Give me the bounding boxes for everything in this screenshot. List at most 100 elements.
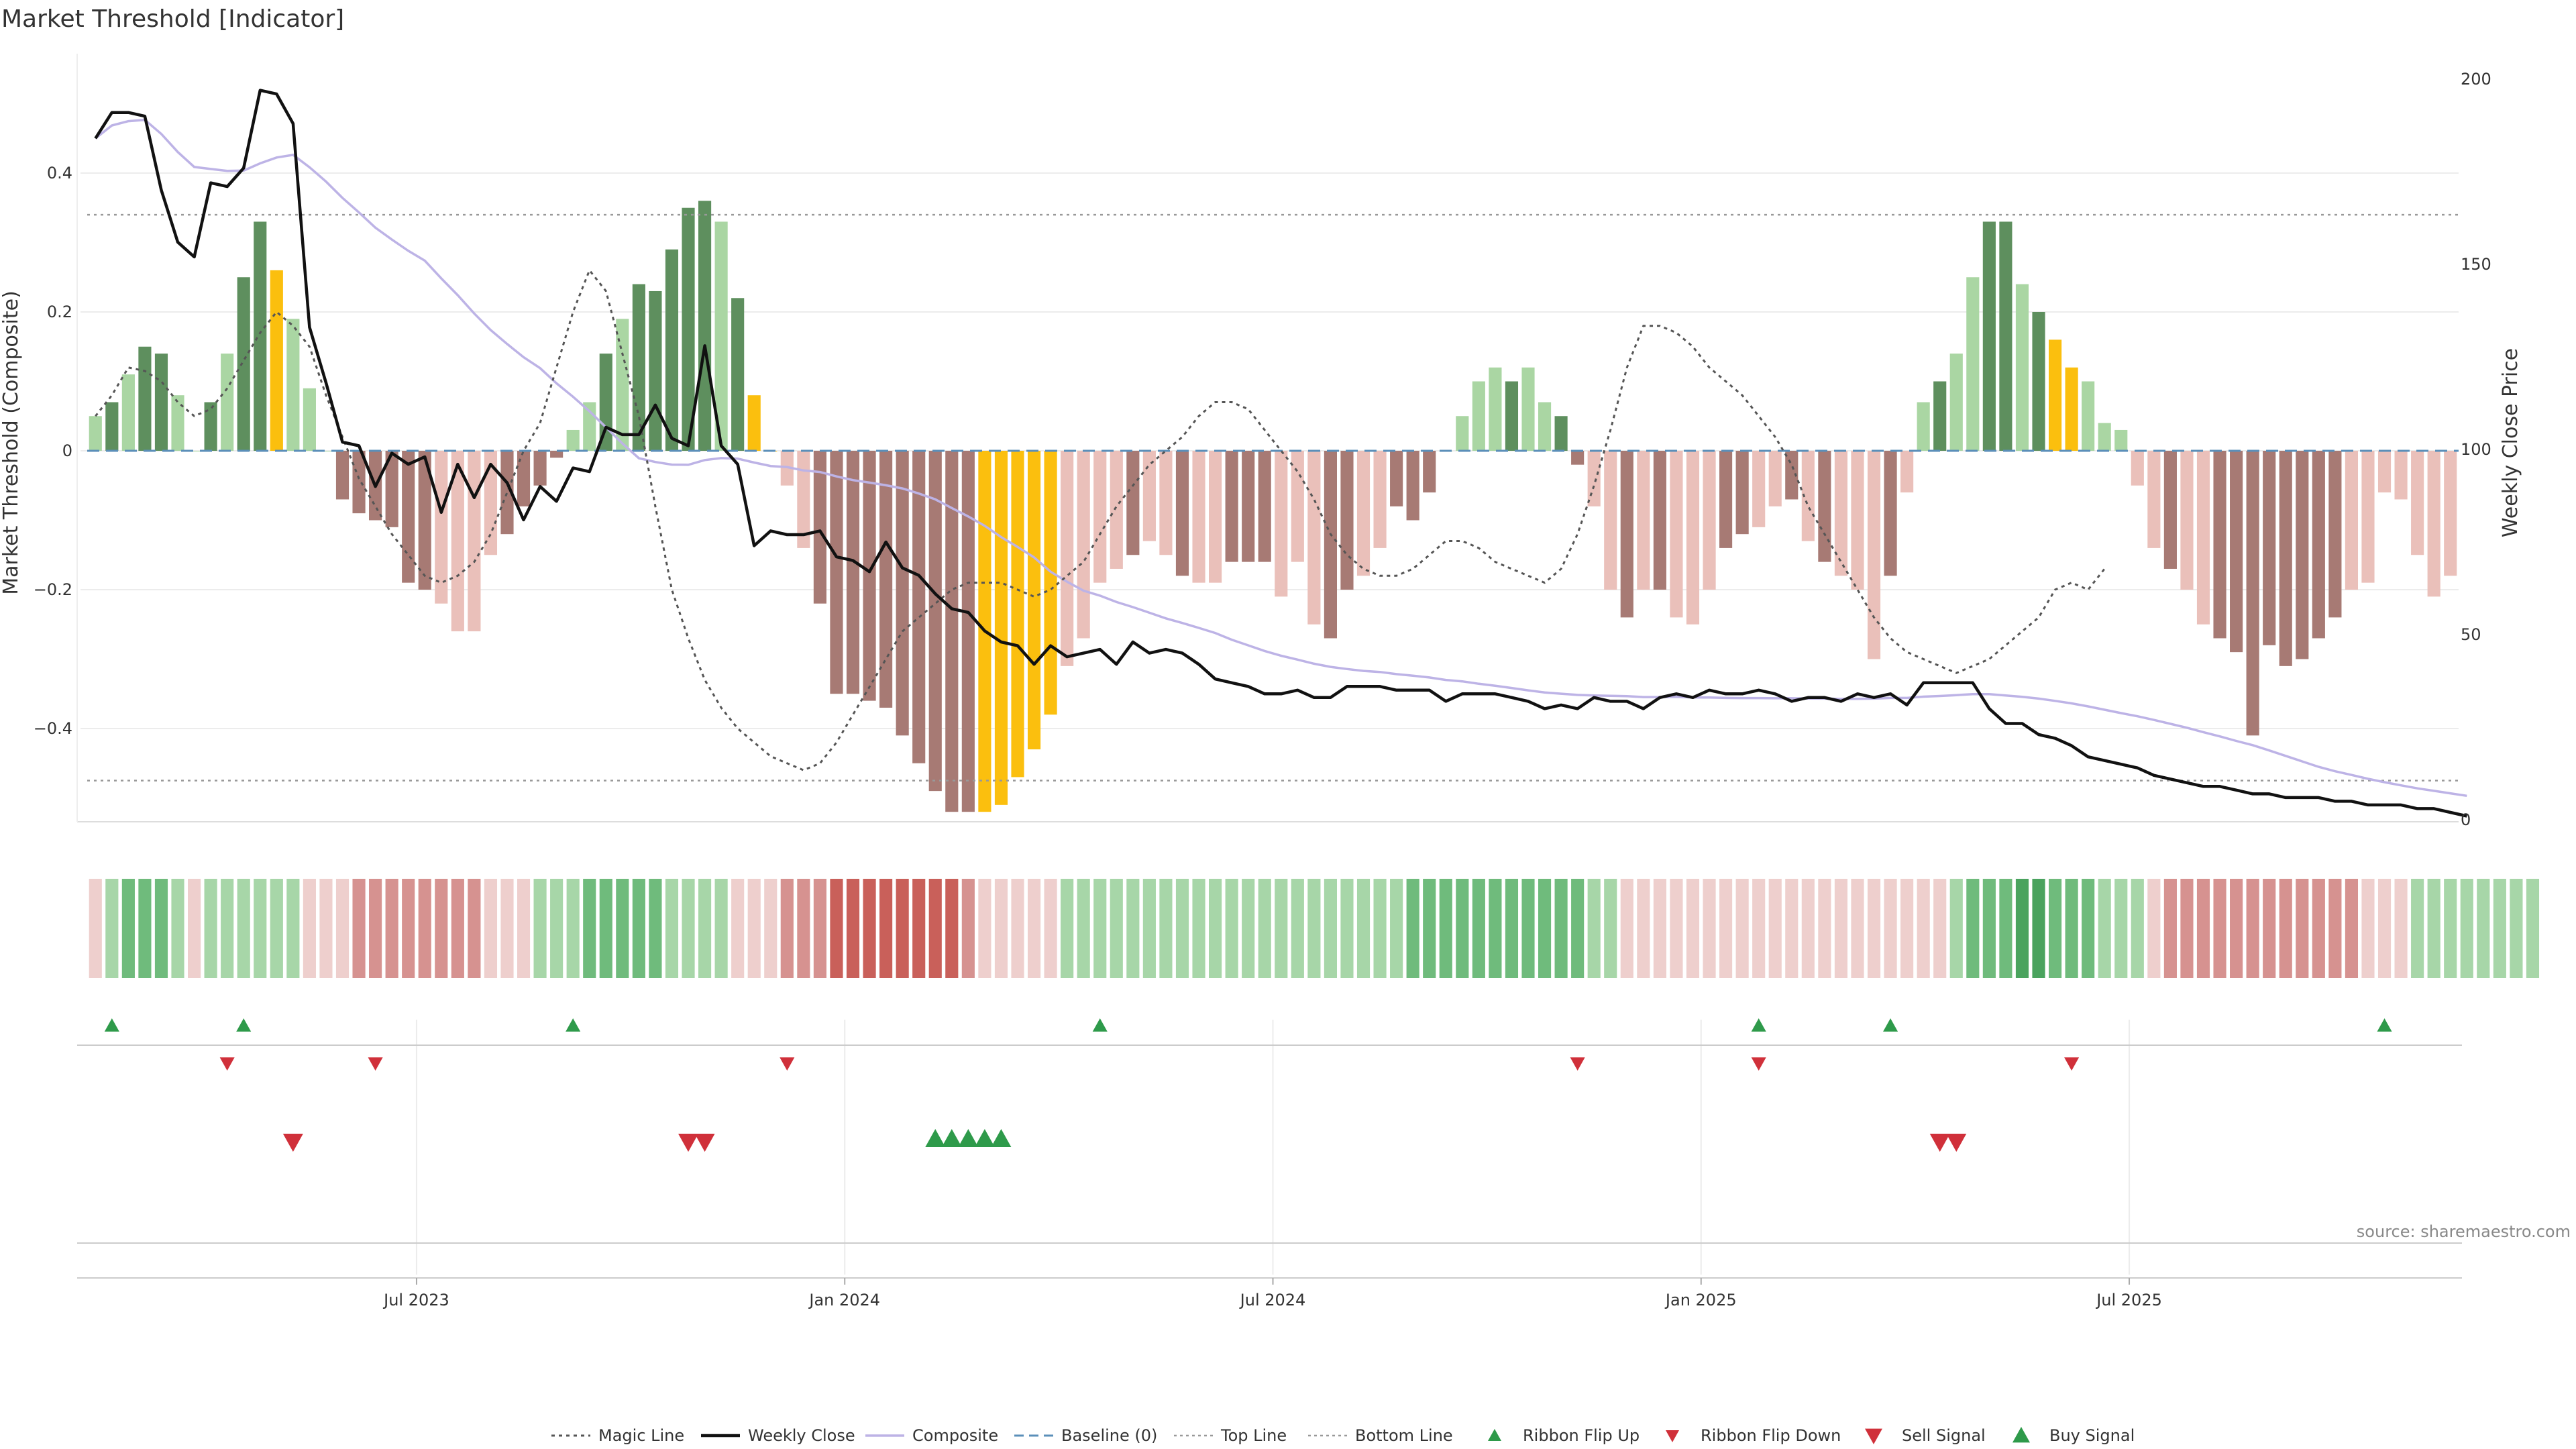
legend-label-2: Composite (912, 1426, 998, 1445)
composite-bar (1324, 451, 1337, 639)
composite-bar (1456, 416, 1469, 451)
composite-bar (2279, 451, 2292, 666)
legend-label-5: Bottom Line (1355, 1426, 1453, 1445)
sell-signal-marker (282, 1134, 303, 1152)
composite-bar (1472, 381, 1485, 451)
ribbon-cell (813, 879, 826, 978)
ribbon-cell (1192, 879, 1205, 978)
ribbon-flip-up-marker (1883, 1018, 1898, 1032)
ribbon-cell (797, 879, 810, 978)
legend-swatch-7 (1666, 1430, 1679, 1442)
ribbon-cell (533, 879, 547, 978)
ribbon-cell (1489, 879, 1502, 978)
composite-bar (1818, 451, 1831, 562)
ribbon-cell (1637, 879, 1650, 978)
composite-bar (1423, 451, 1436, 493)
composite-bar (1291, 451, 1304, 562)
composite-bar (2361, 451, 2375, 583)
ribbon-cell (698, 879, 712, 978)
x-tick-label: Jul 2023 (382, 1291, 449, 1309)
ribbon-cell (764, 879, 777, 978)
ribbon-cell (335, 879, 350, 978)
legend-label-3: Baseline (0) (1061, 1426, 1157, 1445)
ribbon-cell (1999, 879, 2012, 978)
legend-label-7: Ribbon Flip Down (1701, 1426, 1841, 1445)
signal-markers (104, 1018, 2392, 1152)
ribbon-cell (1966, 879, 1980, 978)
ribbon-cell (121, 879, 135, 978)
composite-bar (1521, 367, 1535, 451)
composite-bar (2032, 312, 2045, 451)
composite-bar (1142, 451, 1156, 541)
ribbon-cell (1077, 879, 1090, 978)
legend-label-6: Ribbon Flip Up (1523, 1426, 1640, 1445)
composite-bar (335, 451, 350, 500)
composite-bar (105, 402, 119, 451)
composite-bar (1044, 451, 1057, 715)
composite-bar (2098, 423, 2111, 451)
ribbon-cell (879, 879, 893, 978)
ribbon-cell (1340, 879, 1354, 978)
ribbon-cell (2460, 879, 2473, 978)
composite-bar (1982, 221, 1996, 451)
composite-bar (2114, 429, 2128, 451)
sell-signal-marker (694, 1134, 715, 1152)
ribbon-cell (665, 879, 679, 978)
x-tick-label: Jul 2024 (1239, 1291, 1306, 1309)
ribbon-cell (369, 879, 382, 978)
composite-bar (2296, 451, 2309, 659)
composite-bar (171, 395, 184, 451)
ribbon-cell (89, 879, 102, 978)
composite-bar (1801, 451, 1815, 541)
composite-bar (1571, 451, 1585, 465)
ribbon-cell (1703, 879, 1716, 978)
ribbon-cell (583, 879, 596, 978)
composite-bar (2015, 284, 2029, 451)
ribbon-flip-up-marker (2377, 1018, 2392, 1032)
composite-bar (1900, 451, 1914, 493)
composite-bar (2377, 451, 2392, 493)
legend-label-0: Magic Line (598, 1426, 684, 1445)
ribbon-cell (714, 879, 728, 978)
composite-bar (418, 451, 431, 590)
left-tick-label: 0 (62, 441, 72, 460)
composite-bar (731, 298, 745, 451)
composite-bar (2163, 451, 2177, 569)
composite-bar (2345, 451, 2359, 590)
ribbon-cell (1554, 879, 1568, 978)
ribbon-cell (402, 879, 415, 978)
ribbon-cell (1604, 879, 1617, 978)
ribbon-cell (1439, 879, 1452, 978)
composite-bar (632, 284, 645, 451)
ribbon-cell (1982, 879, 1996, 978)
legend-swatch-9 (2012, 1427, 2030, 1443)
x-tick-label: Jan 2025 (1664, 1291, 1737, 1309)
ribbon-cell (1225, 879, 1238, 978)
composite-bar (1275, 451, 1288, 597)
ribbon-cell (418, 879, 431, 978)
ribbon-cell (204, 879, 217, 978)
left-tick-label: 0.2 (47, 303, 72, 321)
ribbon-cell (1521, 879, 1535, 978)
ribbon-flip-up-marker (104, 1018, 119, 1032)
ribbon-cell (385, 879, 398, 978)
ribbon-cell (2296, 879, 2309, 978)
ribbon-cell (500, 879, 514, 978)
composite-bar (649, 290, 662, 451)
composite-bar (1110, 451, 1123, 569)
composite-bar (1340, 451, 1354, 590)
ribbon-cell (2098, 879, 2111, 978)
ribbon-cell (945, 879, 959, 978)
ribbon-cell (1686, 879, 1700, 978)
right-axis-title: Weekly Close Price (2499, 348, 2522, 537)
ribbon-cell (747, 879, 761, 978)
right-tick-label: 0 (2461, 810, 2471, 829)
ribbon-cell (2230, 879, 2243, 978)
composite-bar (435, 451, 448, 604)
composite-bar (1242, 451, 1255, 562)
composite-bar (254, 221, 267, 451)
composite-bar (1225, 451, 1238, 562)
ribbon-cell (830, 879, 843, 978)
left-tick-label: 0.4 (47, 164, 72, 182)
composite-bar (1538, 402, 1552, 451)
